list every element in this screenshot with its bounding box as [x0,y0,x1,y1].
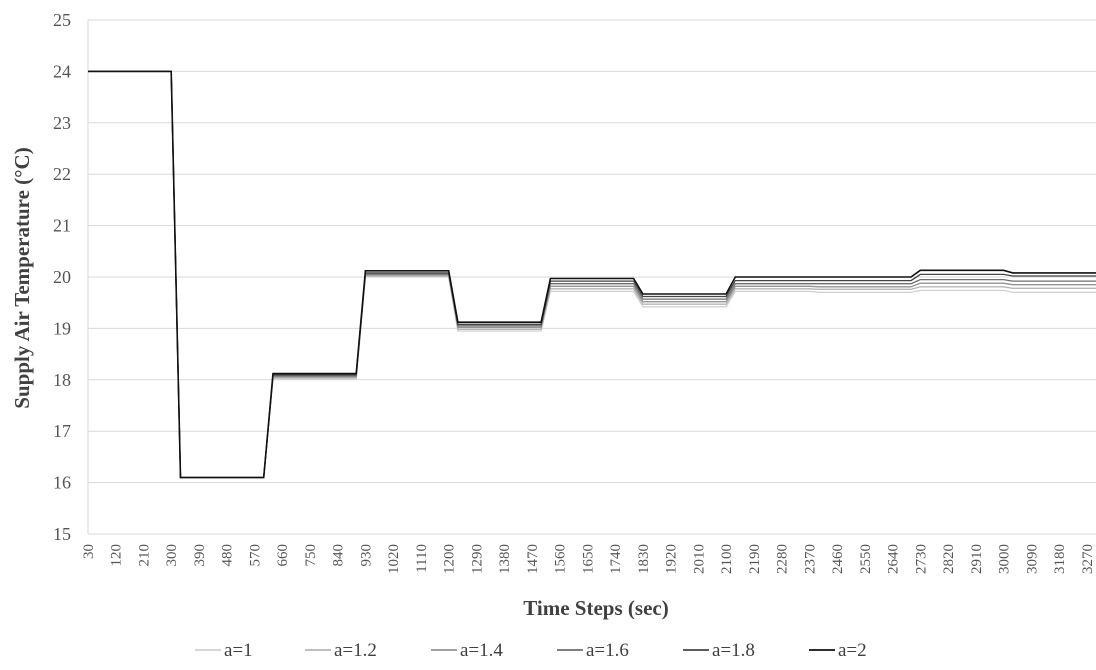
legend-label: a=1.8 [712,640,755,661]
x-tick-label: 2100 [719,544,735,574]
grid-lines [88,19,1096,484]
y-tick-label: 23 [53,113,71,133]
y-tick-label: 24 [53,61,71,81]
x-tick-label: 2370 [802,544,818,574]
x-tick-label: 1110 [414,544,430,573]
x-tick-label: 300 [164,544,180,567]
legend-label: a=2 [838,640,867,661]
y-tick-label: 16 [53,473,71,493]
x-tick-label: 750 [303,544,319,567]
x-tick-label: 1290 [469,544,485,574]
x-tick-label: 2640 [886,544,902,574]
x-tick-label: 1020 [386,544,402,574]
y-tick-label: 20 [53,267,71,287]
x-tick-label: 30 [81,544,97,559]
legend-label: a=1 [224,640,253,661]
y-tick-label: 22 [53,164,71,184]
x-tick-label: 2910 [969,544,985,574]
x-tick-label: 2730 [913,544,929,574]
series-lines [88,70,1096,479]
y-tick-label: 15 [53,524,71,544]
x-tick-label: 2190 [747,544,763,574]
x-tick-label: 2010 [691,544,707,574]
x-tick-label: 1650 [580,544,596,574]
x-tick-label: 1830 [636,544,652,574]
series-line-a=1.8 [88,70,1096,479]
x-tick-label: 1920 [664,544,680,574]
legend-label: a=1.6 [586,640,629,661]
legend: a=1 a=1.2 a=1.4 a=1.6 a=1.8 a=2 [195,640,867,661]
x-tick-label: 390 [192,544,208,567]
x-tick-label: 1380 [497,544,513,574]
x-tick-label: 3000 [997,544,1013,574]
legend-label: a=1.2 [334,640,377,661]
y-axis-title: Supply Air Temperature (°C) [10,147,34,408]
x-tick-label: 840 [331,544,347,567]
y-tick-label: 19 [53,318,71,338]
x-tick-label: 1740 [608,544,624,574]
y-tick-label: 18 [53,370,71,390]
y-tick-label: 17 [53,421,71,441]
y-tick-labels: 15 16 17 18 19 20 21 22 23 24 25 [53,10,71,544]
legend-label: a=1.4 [460,640,503,661]
x-tick-label: 1470 [525,544,541,574]
x-tick-label: 2460 [830,544,846,574]
axes [87,20,1096,535]
x-tick-label: 3090 [1024,544,1040,574]
x-tick-label: 930 [358,544,374,567]
y-tick-label: 25 [53,10,71,30]
x-tick-label: 120 [109,544,125,567]
x-tick-label: 480 [220,544,236,567]
x-tick-label: 210 [137,544,153,567]
x-tick-label: 1560 [553,544,569,574]
x-tick-label: 2820 [941,544,957,574]
x-tick-label: 1200 [442,544,458,574]
y-tick-label: 21 [53,216,71,236]
x-tick-labels: 30 120 210 300 390 480 570 660 750 840 930 1020 1110… [81,544,1096,574]
series-line-a=2 [88,70,1096,479]
x-axis-title: Time Steps (sec) [523,596,668,620]
x-tick-label: 660 [275,544,291,567]
x-tick-label: 2550 [858,544,874,574]
x-tick-label: 3270 [1080,544,1096,574]
x-tick-label: 3180 [1052,544,1068,574]
x-tick-label: 570 [248,544,264,567]
x-tick-label: 2280 [775,544,791,574]
